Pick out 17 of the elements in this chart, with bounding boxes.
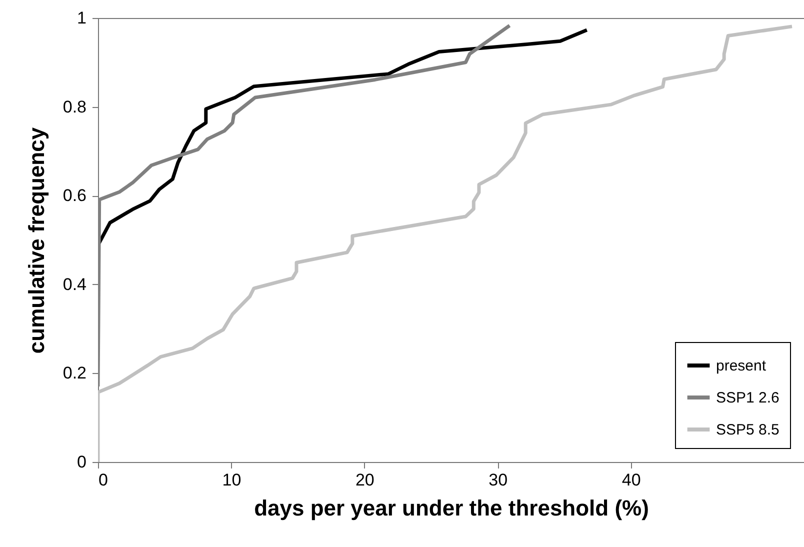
x-tick-label: 0 bbox=[98, 470, 108, 490]
y-tick-label: 0.8 bbox=[62, 97, 86, 116]
x-tick-label: 40 bbox=[622, 470, 641, 490]
x-tick-label: 30 bbox=[488, 470, 508, 490]
x-axis-title: days per year under the threshold (%) bbox=[254, 496, 649, 520]
y-tick-label: 0.6 bbox=[62, 186, 86, 206]
y-tick-label: 1 bbox=[77, 8, 86, 28]
y-axis-title: cumulative frequency bbox=[24, 126, 49, 354]
line-series bbox=[98, 24, 794, 462]
y-tick-label: 0 bbox=[77, 452, 86, 472]
legend-label: SSP5 8.5 bbox=[716, 422, 780, 438]
legend-label: present bbox=[716, 358, 767, 374]
x-tick-label: 10 bbox=[222, 470, 242, 490]
y-tick-label: 0.4 bbox=[62, 274, 86, 294]
x-tick-label: 20 bbox=[355, 470, 374, 490]
legend-label: SSP1 2.6 bbox=[716, 390, 780, 406]
y-tick-label: 0.2 bbox=[62, 364, 86, 383]
